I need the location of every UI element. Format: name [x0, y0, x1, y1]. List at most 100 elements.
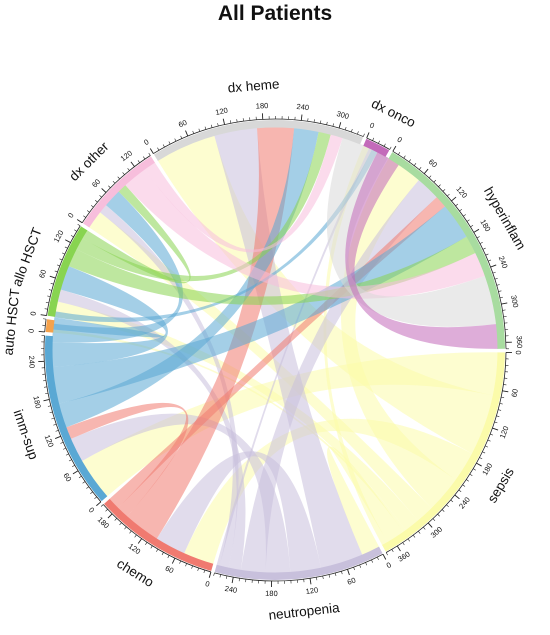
tick-dx-other	[122, 172, 125, 175]
tick-hyperinflam	[485, 253, 489, 256]
tick-imm-sup	[43, 399, 50, 402]
tick-neutropenia	[371, 559, 373, 563]
segment-sepsis	[382, 352, 505, 552]
tick-sepsis	[418, 530, 421, 534]
tick-sepsis	[437, 513, 440, 517]
tick-neutropenia	[353, 567, 355, 571]
tick-allo-hsct	[64, 239, 71, 243]
tick-label-dx-onco: 0	[368, 121, 375, 131]
ribbon-dx-other-hyperinflam	[125, 169, 486, 299]
tick-dx-onco	[378, 140, 380, 144]
tick-label-sepsis: 360	[396, 549, 411, 563]
tick-chemo	[105, 509, 108, 512]
tick-label-hyperinflam: 180	[478, 218, 492, 233]
tick-label-neutropenia: 60	[346, 576, 357, 587]
tick-label-hyperinflam: 360	[515, 336, 524, 349]
tick-sepsis	[432, 518, 436, 521]
tick-imm-sup	[55, 430, 59, 432]
segment-label-neutropenia: neutropenia	[268, 600, 341, 623]
tick-dx-onco	[366, 132, 370, 139]
tick-dx-heme	[180, 135, 183, 139]
tick-neutropenia	[376, 556, 379, 560]
tick-chemo	[100, 504, 104, 507]
tick-allo-hsct	[50, 283, 54, 285]
tick-dx-heme	[320, 120, 322, 124]
axis-allo-hsct	[46, 225, 81, 316]
tick-chemo	[167, 555, 170, 559]
tick-hyperinflam	[492, 271, 496, 274]
tick-dx-other	[130, 161, 135, 167]
tick-label-dx-heme: 240	[296, 102, 309, 112]
tick-label-hyperinflam: 60	[427, 157, 439, 169]
tick-label-hyperinflam: 0	[396, 135, 404, 145]
tick-label-neutropenia: 180	[265, 589, 278, 598]
tick-label-sepsis: 60	[509, 388, 519, 398]
segment-label-dx-heme: dx heme	[227, 76, 280, 95]
tick-hyperinflam	[501, 302, 508, 305]
tick-chemo	[145, 542, 148, 545]
tick-dx-other	[108, 185, 111, 189]
tick-label-dx-other: 120	[119, 148, 134, 163]
tick-sepsis	[407, 538, 410, 542]
tick-allo-hsct	[74, 229, 77, 232]
tick-sepsis	[423, 526, 426, 530]
tick-hyperinflam	[463, 214, 466, 217]
tick-sepsis	[502, 390, 509, 393]
tick-sepsis	[450, 499, 454, 503]
tick-label-imm-sup: 240	[27, 355, 37, 368]
ribbon-neutropenia-imm-sup	[70, 413, 291, 574]
tick-dx-heme	[217, 123, 219, 127]
tick-sepsis	[482, 451, 486, 454]
tick-label-imm-sup: 120	[43, 433, 56, 448]
tick-label-imm-sup: 0	[87, 505, 97, 514]
tick-label-dx-heme: 180	[256, 101, 269, 111]
tick-hyperinflam	[455, 203, 459, 207]
tick-dx-other	[112, 180, 116, 184]
segment-label-chemo: chemo	[114, 556, 156, 590]
tick-hyperinflam	[490, 264, 497, 268]
tick-imm-sup	[47, 405, 51, 407]
tick-label-dx-heme: 120	[215, 106, 229, 118]
tick-hyperinflam	[433, 179, 437, 183]
segment-label-dx-onco: dx onco	[369, 96, 418, 131]
tick-dx-other	[90, 205, 94, 208]
tick-dx-other	[117, 176, 120, 180]
tick-neutropenia	[316, 577, 318, 581]
ribbon-imm-sup-hyperinflam	[52, 206, 467, 404]
tick-dx-other	[76, 219, 83, 224]
tick-hyperinflam	[398, 151, 401, 155]
tick-sepsis	[427, 522, 433, 528]
tick-chemo	[137, 538, 143, 544]
tick-sepsis	[490, 433, 494, 436]
tick-label-allo-hsct: 120	[52, 229, 66, 244]
tick-neutropenia	[334, 572, 337, 576]
tick-dx-heme	[204, 126, 207, 130]
tick-hyperinflam	[403, 155, 406, 159]
tick-imm-sup	[96, 501, 102, 507]
tick-sepsis	[412, 534, 416, 538]
tick-hyperinflam	[494, 277, 498, 280]
tick-label-dx-heme: 0	[142, 137, 150, 147]
axis-dx-other	[81, 155, 151, 224]
tick-allo-hsct	[59, 258, 63, 261]
axis-hyperinflam	[392, 150, 507, 349]
tick-hyperinflam	[447, 193, 450, 197]
tick-hyperinflam	[459, 208, 463, 212]
tick-sepsis	[487, 439, 491, 442]
tick-label-sepsis: 300	[429, 525, 444, 540]
tick-hyperinflam	[428, 175, 432, 179]
tick-imm-sup	[78, 475, 82, 479]
tick-imm-sup	[49, 411, 53, 414]
tick-label-sepsis: 180	[480, 462, 494, 477]
tick-label-dx-other: 60	[90, 177, 102, 189]
tick-neutropenia	[341, 571, 343, 575]
tick-dx-heme	[351, 129, 353, 133]
tick-neutropenia	[328, 574, 330, 578]
tick-imm-sup	[90, 491, 93, 494]
tick-allo-hsct	[40, 314, 47, 316]
tick-sepsis	[466, 479, 469, 482]
tick-dx-other	[86, 210, 90, 213]
tick-hyperinflam	[502, 309, 506, 311]
tick-chemo	[203, 569, 206, 574]
ribbon-chemo-dx-heme	[126, 127, 295, 539]
